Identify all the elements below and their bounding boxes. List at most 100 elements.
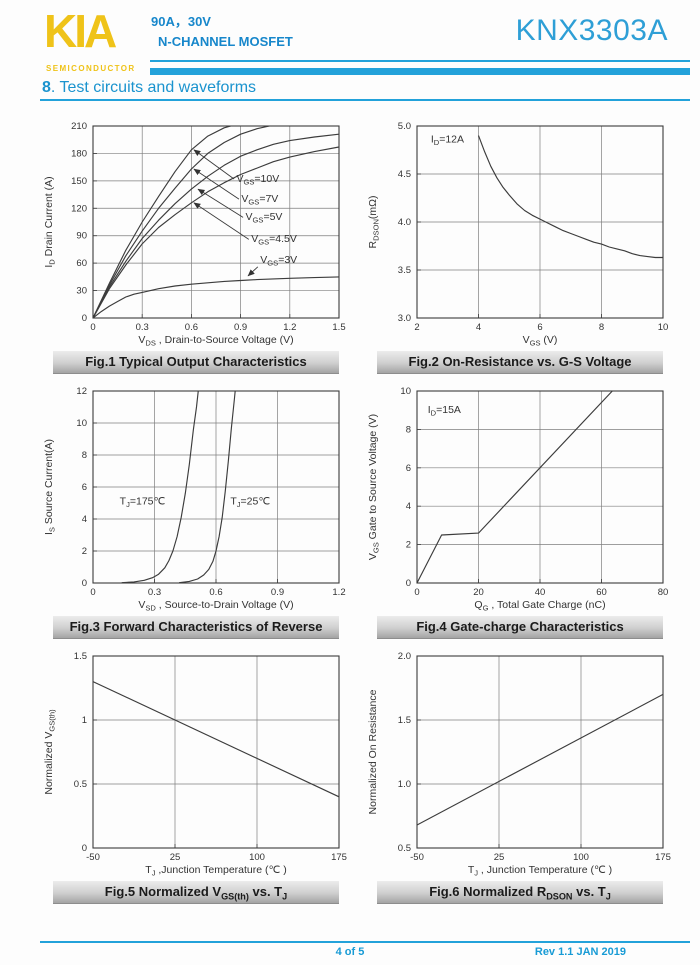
svg-text:VGS=10V: VGS=10V xyxy=(237,173,280,187)
svg-text:12: 12 xyxy=(76,386,87,397)
section-underline xyxy=(40,99,690,101)
svg-text:6: 6 xyxy=(537,322,542,333)
figure-6: -50 25 100 175 0.5 1.0 1.5 2.0 TJ , Junction Tem… xyxy=(360,642,680,903)
fig5-caption: Fig.5 Normalized VGS(th) vs. TJ xyxy=(53,881,339,903)
fig1-caption: Fig.1 Typical Output Characteristics xyxy=(53,351,339,373)
svg-text:120: 120 xyxy=(71,203,87,214)
part-number: KNX3303A xyxy=(515,14,668,47)
svg-text:0.6: 0.6 xyxy=(185,322,198,333)
fig3-caption: Fig.3 Forward Characteristics of Reverse xyxy=(53,616,339,638)
svg-text:175: 175 xyxy=(331,852,347,863)
svg-text:60: 60 xyxy=(596,587,607,598)
svg-text:1: 1 xyxy=(82,715,87,726)
svg-text:1.2: 1.2 xyxy=(283,322,296,333)
svg-text:VGS=5V: VGS=5V xyxy=(246,211,283,225)
svg-text:180: 180 xyxy=(71,148,87,159)
svg-text:RDSON(mΩ): RDSON(mΩ) xyxy=(367,196,381,249)
svg-text:150: 150 xyxy=(71,176,87,187)
svg-text:1.0: 1.0 xyxy=(398,779,411,790)
svg-text:100: 100 xyxy=(249,852,265,863)
fig4-plot: 0 20 40 60 80 0 2 4 6 8 10 ID=15A QG , Total Gate Ch… xyxy=(365,377,675,613)
svg-text:30: 30 xyxy=(76,286,87,297)
svg-text:1.5: 1.5 xyxy=(398,715,411,726)
figure-5: -50 25 100 175 0 0.5 1 1.5 TJ ,Junction Temperat… xyxy=(36,642,356,903)
charts-grid: 0 0.3 0.6 0.9 1.2 1.5 0 30 60 90 120 150 180 210 VGS=1… xyxy=(36,112,680,903)
svg-text:-50: -50 xyxy=(86,852,100,863)
svg-text:VGS=4.5V: VGS=4.5V xyxy=(251,233,297,247)
fig3-plot: 0 0.3 0.6 0.9 1.2 0 2 4 6 8 10 12 TJ=175℃ TJ=25℃ VSD ,… xyxy=(41,377,351,613)
kia-logo-subtext: SEMICONDUCTOR xyxy=(46,64,136,73)
device-rating: 90A，30V xyxy=(151,14,211,29)
svg-text:0.5: 0.5 xyxy=(74,779,87,790)
svg-text:0.5: 0.5 xyxy=(398,843,411,854)
svg-text:2.0: 2.0 xyxy=(398,651,411,662)
section-title: 8. Test circuits and waveforms xyxy=(42,79,256,97)
fig5-plot: -50 25 100 175 0 0.5 1 1.5 TJ ,Junction Temperat… xyxy=(41,642,351,878)
svg-text:ID=15A: ID=15A xyxy=(428,404,461,418)
svg-text:80: 80 xyxy=(658,587,669,598)
svg-text:IS Source Current(A): IS Source Current(A) xyxy=(43,439,57,535)
figure-4: 0 20 40 60 80 0 2 4 6 8 10 ID=15A QG , Total Gate Ch… xyxy=(360,377,680,638)
svg-text:ID Drain Current (A): ID Drain Current (A) xyxy=(43,176,57,267)
svg-text:0.9: 0.9 xyxy=(271,587,284,598)
svg-text:90: 90 xyxy=(76,231,87,242)
fig5-svg: -50 25 100 175 0 0.5 1 1.5 TJ ,Junction Temperat… xyxy=(43,651,347,878)
svg-text:100: 100 xyxy=(573,852,589,863)
svg-text:175: 175 xyxy=(655,852,671,863)
header-rule-thick xyxy=(150,68,690,75)
svg-text:210: 210 xyxy=(71,121,87,132)
svg-text:1.2: 1.2 xyxy=(332,587,345,598)
svg-text:5.0: 5.0 xyxy=(398,121,411,132)
header-rule-thin xyxy=(150,60,690,62)
svg-text:VGS=3V: VGS=3V xyxy=(260,254,297,268)
svg-text:4: 4 xyxy=(82,514,87,525)
fig2-svg: 2 4 6 8 10 3.0 3.5 4.0 4.5 5.0 ID=12A VGS (V) RDSON(… xyxy=(367,121,669,348)
svg-text:0: 0 xyxy=(90,322,95,333)
svg-text:2: 2 xyxy=(82,546,87,557)
svg-text:VGS (V): VGS (V) xyxy=(523,334,558,348)
fig6-caption: Fig.6 Normalized RDSON vs. TJ xyxy=(377,881,663,903)
svg-text:8: 8 xyxy=(599,322,604,333)
svg-text:25: 25 xyxy=(494,852,505,863)
svg-text:0.6: 0.6 xyxy=(209,587,222,598)
svg-text:0: 0 xyxy=(414,587,419,598)
svg-text:1.5: 1.5 xyxy=(74,651,87,662)
svg-text:10: 10 xyxy=(76,418,87,429)
svg-text:40: 40 xyxy=(535,587,546,598)
svg-text:VSD , Source-to-Drain Voltage: VSD , Source-to-Drain Voltage (V) xyxy=(138,599,293,613)
fig2-plot: 2 4 6 8 10 3.0 3.5 4.0 4.5 5.0 ID=12A VGS (V) RDSON(… xyxy=(365,112,675,348)
svg-text:VDS , Drain-to-Source Voltage: VDS , Drain-to-Source Voltage (V) xyxy=(138,334,293,348)
svg-text:-50: -50 xyxy=(410,852,424,863)
section-number: 8 xyxy=(42,79,51,96)
svg-text:0: 0 xyxy=(82,843,87,854)
fig3-svg: 0 0.3 0.6 0.9 1.2 0 2 4 6 8 10 12 TJ=175℃ TJ=25℃ VSD ,… xyxy=(43,386,346,613)
fig4-caption: Fig.4 Gate-charge Characteristics xyxy=(377,616,663,638)
svg-text:25: 25 xyxy=(170,852,181,863)
svg-text:1.5: 1.5 xyxy=(332,322,345,333)
svg-text:10: 10 xyxy=(658,322,669,333)
svg-text:10: 10 xyxy=(400,386,411,397)
svg-text:4.5: 4.5 xyxy=(398,169,411,180)
svg-text:Normalized VGS(th): Normalized VGS(th) xyxy=(43,709,57,795)
svg-text:Normalized On Resistance: Normalized On Resistance xyxy=(367,689,379,814)
svg-text:4: 4 xyxy=(406,501,411,512)
svg-text:0: 0 xyxy=(82,578,87,589)
svg-text:6: 6 xyxy=(82,482,87,493)
fig1-svg: 0 0.3 0.6 0.9 1.2 1.5 0 30 60 90 120 150 180 210 VGS=1… xyxy=(43,121,346,348)
svg-text:8: 8 xyxy=(406,424,411,435)
svg-text:0.3: 0.3 xyxy=(136,322,149,333)
page-header: KIA SEMICONDUCTOR 90A，30V N-CHANNEL MOSF… xyxy=(0,0,700,110)
figure-3: 0 0.3 0.6 0.9 1.2 0 2 4 6 8 10 12 TJ=175℃ TJ=25℃ VSD ,… xyxy=(36,377,356,638)
svg-text:60: 60 xyxy=(76,258,87,269)
svg-text:VGS=7V: VGS=7V xyxy=(241,193,278,207)
revision-label: Rev 1.1 JAN 2019 xyxy=(534,946,626,958)
svg-text:20: 20 xyxy=(473,587,484,598)
figure-2: 2 4 6 8 10 3.0 3.5 4.0 4.5 5.0 ID=12A VGS (V) RDSON(… xyxy=(360,112,680,373)
page-number: 4 of 5 xyxy=(335,946,365,958)
svg-text:2: 2 xyxy=(414,322,419,333)
svg-text:TJ ,Junction Temperature (℃ ): TJ ,Junction Temperature (℃ ) xyxy=(145,864,286,878)
fig2-caption: Fig.2 On-Resistance vs. G-S Voltage xyxy=(377,351,663,373)
device-summary: 90A，30V N-CHANNEL MOSFET xyxy=(151,12,293,52)
svg-text:0.3: 0.3 xyxy=(148,587,161,598)
fig6-svg: -50 25 100 175 0.5 1.0 1.5 2.0 TJ , Junction Tem… xyxy=(367,651,671,878)
